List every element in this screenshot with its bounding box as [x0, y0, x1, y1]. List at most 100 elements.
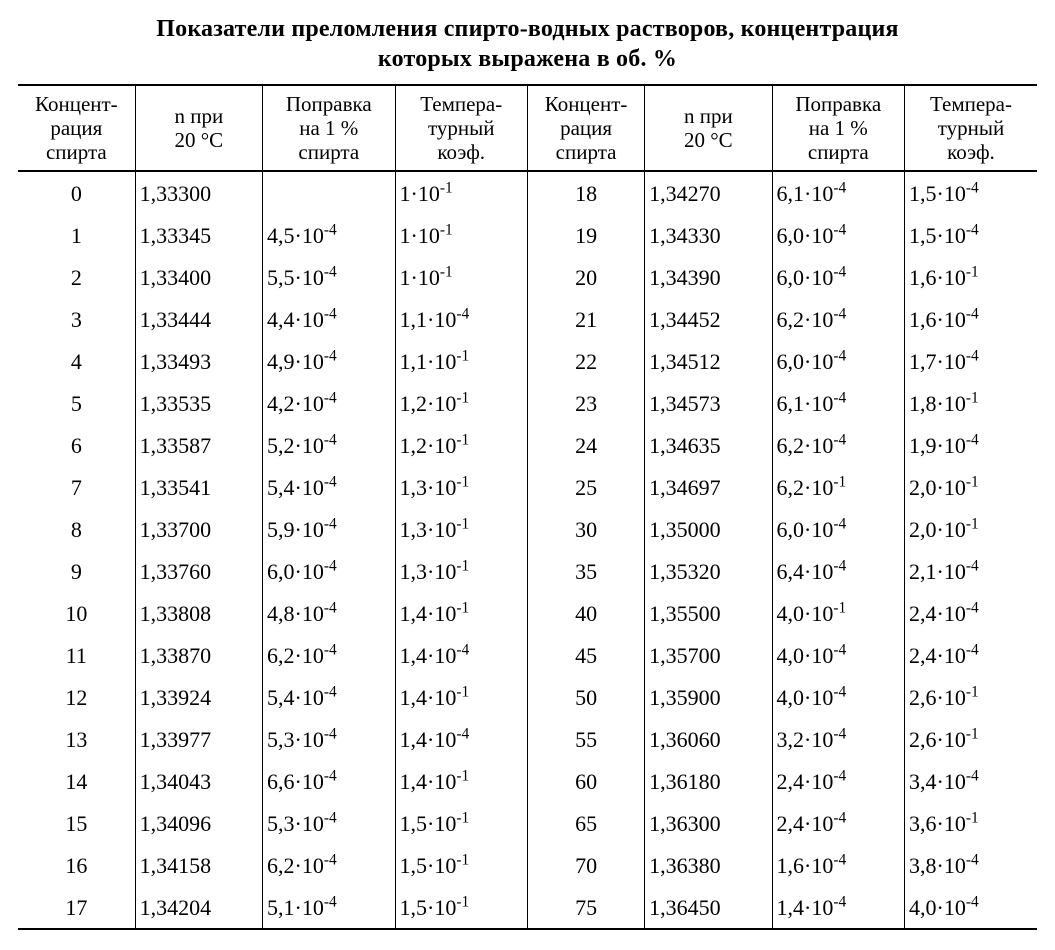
cell-n: 1,34043 — [135, 760, 262, 802]
col-header-correction: Поправкана 1 %спирта — [772, 85, 904, 171]
cell-n: 1,34573 — [645, 382, 772, 424]
cell-temp-coef: 1,5·10-4 — [905, 171, 1038, 214]
cell-concentration: 6 — [18, 424, 135, 466]
cell-correction: 4,9·10-4 — [263, 340, 395, 382]
cell-temp-coef: 2,6·10-1 — [905, 676, 1038, 718]
col-header-concentration: Концент-рацияспирта — [527, 85, 644, 171]
cell-n: 1,33808 — [135, 592, 262, 634]
cell-n: 1,33345 — [135, 214, 262, 256]
cell-temp-coef: 1·10-1 — [395, 214, 527, 256]
cell-temp-coef: 1,8·10-1 — [905, 382, 1038, 424]
cell-temp-coef: 3,8·10-4 — [905, 844, 1038, 886]
cell-n: 1,36180 — [645, 760, 772, 802]
cell-correction: 5,1·10-4 — [263, 886, 395, 929]
cell-temp-coef: 2,4·10-4 — [905, 592, 1038, 634]
cell-correction: 1,4·10-4 — [772, 886, 904, 929]
cell-correction: 4,4·10-4 — [263, 298, 395, 340]
cell-temp-coef: 3,6·10-1 — [905, 802, 1038, 844]
cell-concentration: 2 — [18, 256, 135, 298]
cell-concentration: 9 — [18, 550, 135, 592]
cell-correction: 5,4·10-4 — [263, 676, 395, 718]
cell-temp-coef: 1,1·10-1 — [395, 340, 527, 382]
col-header-n: n при20 °C — [645, 85, 772, 171]
cell-n: 1,35320 — [645, 550, 772, 592]
table-row: 131,339775,3·10-41,4·10-4551,360603,2·10… — [18, 718, 1037, 760]
cell-temp-coef: 1,5·10-4 — [905, 214, 1038, 256]
cell-temp-coef: 1,5·10-1 — [395, 844, 527, 886]
cell-n: 1,33535 — [135, 382, 262, 424]
cell-n: 1,35000 — [645, 508, 772, 550]
cell-n: 1,36060 — [645, 718, 772, 760]
cell-temp-coef: 2,0·10-1 — [905, 508, 1038, 550]
cell-concentration: 11 — [18, 634, 135, 676]
cell-temp-coef: 1,6·10-1 — [905, 256, 1038, 298]
cell-concentration: 7 — [18, 466, 135, 508]
cell-correction: 2,4·10-4 — [772, 760, 904, 802]
cell-correction: 6,6·10-4 — [263, 760, 395, 802]
cell-concentration: 35 — [527, 550, 644, 592]
cell-correction: 6,2·10-4 — [772, 298, 904, 340]
cell-correction: 1,6·10-4 — [772, 844, 904, 886]
cell-correction: 5,3·10-4 — [263, 802, 395, 844]
table-row: 41,334934,9·10-41,1·10-1221,345126,0·10-… — [18, 340, 1037, 382]
cell-concentration: 55 — [527, 718, 644, 760]
cell-correction: 2,4·10-4 — [772, 802, 904, 844]
cell-n: 1,34330 — [645, 214, 772, 256]
table-row: 11,333454,5·10-41·10-1191,343306,0·10-41… — [18, 214, 1037, 256]
cell-n: 1,35700 — [645, 634, 772, 676]
cell-n: 1,33700 — [135, 508, 262, 550]
cell-n: 1,33924 — [135, 676, 262, 718]
cell-temp-coef: 4,0·10-4 — [905, 886, 1038, 929]
cell-concentration: 30 — [527, 508, 644, 550]
table-row: 61,335875,2·10-41,2·10-1241,346356,2·10-… — [18, 424, 1037, 466]
cell-temp-coef: 1,2·10-1 — [395, 424, 527, 466]
cell-concentration: 65 — [527, 802, 644, 844]
cell-n: 1,33870 — [135, 634, 262, 676]
cell-correction: 5,4·10-4 — [263, 466, 395, 508]
cell-n: 1,33977 — [135, 718, 262, 760]
table-row: 141,340436,6·10-41,4·10-1601,361802,4·10… — [18, 760, 1037, 802]
table-row: 111,338706,2·10-41,4·10-4451,357004,0·10… — [18, 634, 1037, 676]
cell-concentration: 21 — [527, 298, 644, 340]
cell-temp-coef: 1,9·10-4 — [905, 424, 1038, 466]
table-row: 51,335354,2·10-41,2·10-1231,345736,1·10-… — [18, 382, 1037, 424]
refraction-table: Концент-рацияспирта n при20 °C Поправкан… — [18, 84, 1037, 930]
table-row: 151,340965,3·10-41,5·10-1651,363002,4·10… — [18, 802, 1037, 844]
cell-n: 1,34512 — [645, 340, 772, 382]
cell-concentration: 75 — [527, 886, 644, 929]
cell-n: 1,34158 — [135, 844, 262, 886]
cell-concentration: 24 — [527, 424, 644, 466]
table-row: 91,337606,0·10-41,3·10-1351,353206,4·10-… — [18, 550, 1037, 592]
cell-temp-coef: 1,4·10-4 — [395, 718, 527, 760]
cell-temp-coef: 1·10-1 — [395, 256, 527, 298]
cell-correction: 6,0·10-4 — [772, 508, 904, 550]
cell-n: 1,34270 — [645, 171, 772, 214]
cell-concentration: 19 — [527, 214, 644, 256]
cell-n: 1,33400 — [135, 256, 262, 298]
cell-concentration: 16 — [18, 844, 135, 886]
cell-concentration: 15 — [18, 802, 135, 844]
cell-concentration: 1 — [18, 214, 135, 256]
cell-concentration: 17 — [18, 886, 135, 929]
cell-concentration: 20 — [527, 256, 644, 298]
cell-correction: 6,0·10-4 — [263, 550, 395, 592]
cell-concentration: 22 — [527, 340, 644, 382]
cell-correction: 5,5·10-4 — [263, 256, 395, 298]
cell-concentration: 8 — [18, 508, 135, 550]
cell-n: 1,34452 — [645, 298, 772, 340]
cell-n: 1,34635 — [645, 424, 772, 466]
cell-correction: 6,2·10-4 — [263, 844, 395, 886]
cell-n: 1,34096 — [135, 802, 262, 844]
page: Показатели преломления спирто-водных рас… — [0, 0, 1055, 950]
table-header-row: Концент-рацияспирта n при20 °C Поправкан… — [18, 85, 1037, 171]
cell-correction: 6,4·10-4 — [772, 550, 904, 592]
cell-temp-coef: 1,7·10-4 — [905, 340, 1038, 382]
cell-correction: 6,0·10-4 — [772, 340, 904, 382]
cell-temp-coef: 1,4·10-4 — [395, 634, 527, 676]
cell-n: 1,34390 — [645, 256, 772, 298]
table-row: 161,341586,2·10-41,5·10-1701,363801,6·10… — [18, 844, 1037, 886]
cell-correction: 4,8·10-4 — [263, 592, 395, 634]
cell-temp-coef: 2,1·10-4 — [905, 550, 1038, 592]
col-header-correction: Поправкана 1 %спирта — [263, 85, 395, 171]
cell-concentration: 23 — [527, 382, 644, 424]
